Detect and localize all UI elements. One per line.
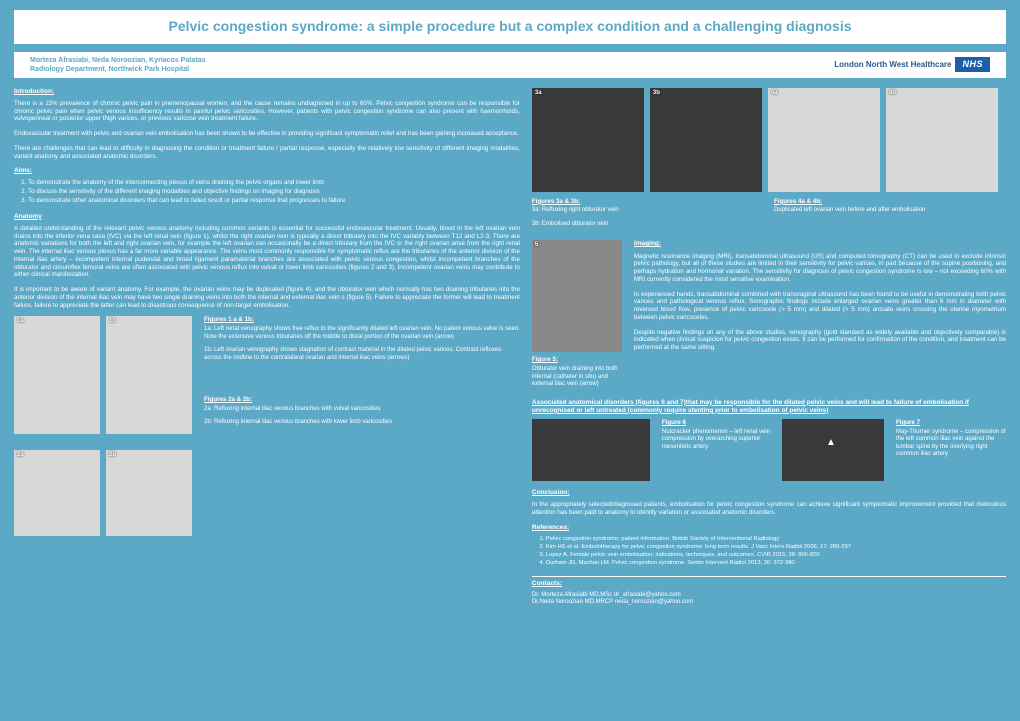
ref-item: Lopez A. Female pelvic vein embolisation…: [546, 552, 1006, 559]
fig3a-caption: 3a: Refluxing right obturator vein: [532, 207, 764, 215]
references-heading: References:: [532, 524, 1006, 532]
imaging-para-2: In experienced hands, transabdominal com…: [634, 291, 1006, 322]
fig3-heading: Figures 3a & 3b:: [532, 198, 764, 206]
fig1-block: 1a 1b 2a 2b Figures 1 a & 1b: 1a: Left r…: [14, 316, 520, 548]
fig4-caption: Duplicated left ovarian vein before and …: [774, 207, 1006, 215]
fig6-heading: Figure 6: [662, 419, 772, 427]
contacts-block: Contacts: Dr. Morteza Afrasiabi MD,MSc d…: [532, 576, 1006, 607]
imaging-para-1: Magnetic resonance imaging (MRI), transa…: [634, 253, 1006, 284]
figure-6: [532, 419, 650, 481]
figure-3b: 3b: [650, 88, 762, 192]
aim-item: To demonstrate the anatomy of the interc…: [28, 179, 520, 187]
figure-1b: 1b: [106, 316, 192, 434]
figure-4a: 4a: [768, 88, 880, 192]
imaging-para-3: Despite negative findings on any of the …: [634, 329, 1006, 352]
fig5-caption: Obturator vein draining into both intern…: [532, 366, 624, 389]
right-column: 3a 3b 4a 4b Figures 3a & 3b: 3a: Refluxi…: [532, 88, 1006, 607]
fig1b-caption: 1b: Left ovarian venography shows stagna…: [204, 347, 520, 362]
anatomy-heading: Anatomy: [14, 213, 520, 221]
fig1a-caption: 1a: Left renal venography shows free ref…: [204, 326, 520, 341]
intro-para-3: There are challenges that can lead to di…: [14, 145, 520, 161]
fig4-heading: Figures 4a & 4b:: [774, 198, 1006, 206]
figure-2b: 2b: [106, 450, 192, 536]
aim-item: To demonstrate other anatomical disorder…: [28, 197, 520, 205]
ref-item: Kim HS et al. Embolotherapy for pelvic c…: [546, 544, 1006, 551]
author-bar: Morteza Afrasiabi, Neda Noroozian, Kyria…: [14, 52, 1006, 78]
figure-4b: 4b: [886, 88, 998, 192]
ref-item: Pelvic congestion syndrome; patient info…: [546, 536, 1006, 543]
figure-2a: 2a: [14, 450, 100, 536]
top-figure-row: 3a 3b 4a 4b: [532, 88, 1006, 192]
fig7-caption: May-Thurner syndrome – compression of th…: [896, 429, 1006, 459]
fig3b-caption: 3b: Embolised obturator vein: [532, 221, 764, 229]
intro-para-2: Endovascular treatment with pelvic and o…: [14, 130, 520, 138]
contact-line: Dr.Neda Noroozian MD,MRCP neda_noroozian…: [532, 599, 1006, 607]
intro-heading: Introduction:: [14, 88, 520, 96]
figure-3a: 3a: [532, 88, 644, 192]
department: Radiology Department, Northwick Park Hos…: [30, 65, 206, 74]
fig2b-caption: 2b: Refluxing internal iliac venous bran…: [204, 419, 520, 427]
contact-line: Dr. Morteza Afrasiabi MD,MSc dr_afrasiab…: [532, 592, 1006, 600]
aim-item: To discuss the sensitivity of the differ…: [28, 188, 520, 196]
figure-7: ▲: [782, 419, 884, 481]
authors-block: Morteza Afrasiabi, Neda Noroozian, Kyria…: [30, 56, 206, 74]
fig2a-caption: 2a: Refluxing internal iliac venous bran…: [204, 406, 520, 414]
left-column: Introduction: There is a 15% prevalence …: [14, 88, 520, 607]
associated-heading: Associated anatomical disorders (figures…: [532, 399, 1006, 415]
contacts-heading: Contacts:: [532, 580, 1006, 588]
fig1-heading: Figures 1 a & 1b:: [204, 316, 520, 324]
anatomy-para-1: A detailed understanding of the relevant…: [14, 225, 520, 279]
imaging-heading: Imaging:: [634, 240, 1006, 248]
trust-name: London North West Healthcare: [834, 60, 951, 70]
figure-1a: 1a: [14, 316, 100, 434]
conclusion-heading: Conclusion:: [532, 489, 1006, 497]
fig6-caption: Nutcracker phenomenon – left renal vein …: [662, 429, 772, 452]
fig5-heading: Figure 5:: [532, 356, 624, 364]
conclusion-para: In the appropriately selected/diagnosed …: [532, 501, 1006, 517]
nhs-logo: NHS: [955, 57, 990, 72]
intro-para-1: There is a 15% prevalence of chronic pel…: [14, 100, 520, 123]
ref-item: Durham JD, Machan LM. Pelvic congestion …: [546, 560, 1006, 567]
authors: Morteza Afrasiabi, Neda Noroozian, Kyria…: [30, 56, 206, 65]
aims-list: To demonstrate the anatomy of the interc…: [14, 179, 520, 204]
trust-block: London North West Healthcare NHS: [834, 57, 990, 72]
poster-title: Pelvic congestion syndrome: a simple pro…: [14, 10, 1006, 44]
fig2-heading: Figures 2a & 2b:: [204, 396, 520, 404]
fig7-heading: Figure 7: [896, 419, 1006, 427]
main-columns: Introduction: There is a 15% prevalence …: [14, 88, 1006, 607]
anatomy-para-2: It is important to be aware of variant a…: [14, 286, 520, 309]
references-list: Pelvic congestion syndrome; patient info…: [532, 536, 1006, 568]
aims-heading: Aims:: [14, 167, 520, 175]
arrow-icon: ▲: [826, 437, 836, 450]
figure-5: 5: [532, 240, 622, 352]
